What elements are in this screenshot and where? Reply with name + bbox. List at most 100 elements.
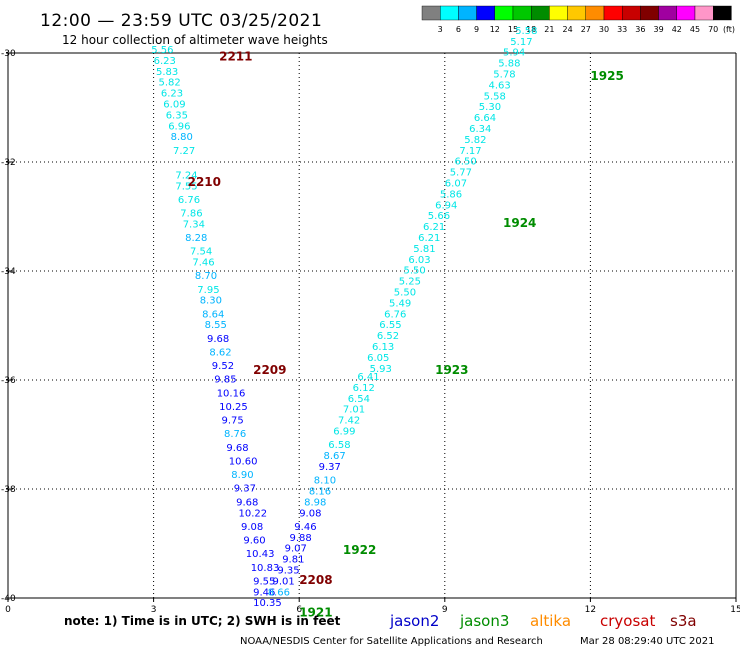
wave-height-value: 5.50 [404,266,426,277]
wave-height-value: 9.81 [282,555,304,566]
wave-height-value: 5.25 [399,277,421,288]
scale-swatch [440,5,459,21]
scale-swatch [676,5,696,21]
scale-swatch [640,5,659,21]
wave-height-value: 8.70 [195,271,217,282]
wave-height-value: 9.46 [253,587,275,598]
satellite-legend: jason2 jason3 altika cryosat s3a [389,612,697,630]
pass-label-2209: 2209 [253,363,286,377]
wave-height-value: 7.01 [343,405,365,416]
wave-height-value: 5.86 [440,189,462,200]
wave-height-value: 9.52 [212,361,234,372]
y-tick-label: -32 [1,158,16,168]
wave-height-value: 6.21 [418,233,440,244]
scale-label: 15 [508,25,518,34]
wave-height-value: 5.88 [498,59,520,70]
track-1924: 5.666.945.866.075.776.507.175.826.346.64… [428,80,511,222]
wave-height-value: 5.56 [151,45,173,56]
wave-height-value: 8.28 [185,233,207,244]
track-1922: 9.378.676.58 6.997.427.016.546.126.41 6.05 [319,353,390,473]
pass-label-1925: 1925 [590,69,623,83]
wave-height-value: 8.16 [309,487,331,498]
wave-height-value: 7.34 [183,219,205,230]
wave-height-value: 7.24 [175,170,197,181]
wave-height-value: 6.03 [408,255,430,266]
scale-label: 21 [544,25,554,34]
wave-height-value: 8.80 [171,132,193,143]
track-2208: 8.669.019.359.81 [268,555,305,599]
wave-height-value: 7.46 [192,258,214,269]
wave-height-value: 6.12 [353,383,375,394]
y-tick-label: -40 [1,594,16,604]
x-tick-label: 0 [5,605,11,615]
pass-label-2210: 2210 [188,175,221,189]
footer-credit: NOAA/NESDIS Center for Satellite Applica… [240,636,543,647]
wave-height-value: 6.55 [379,320,401,331]
scale-swatch [713,5,732,21]
scale-label: 70 [708,25,718,34]
color-scale: 3 6 9 12 15 18 21 24 27 30 33 36 39 42 45 70 (ft) [421,5,735,34]
scale-label: 6 [456,25,461,34]
pass-label-2208: 2208 [299,573,332,587]
wave-height-value: 5.30 [479,102,501,113]
wave-height-value: 5.50 [394,288,416,299]
scale-label: 33 [617,25,627,34]
wave-height-value: 9.68 [226,443,248,454]
pass-label-1924: 1924 [503,216,536,230]
page-title: 12:00 — 23:59 UTC 03/25/2021 [40,11,322,31]
wave-height-value: 8.67 [324,451,346,462]
wave-height-value: 6.52 [377,331,399,342]
wave-height-value: 6.64 [474,113,496,124]
wave-height-value: 10.43 [246,549,275,560]
wave-height-value: 7.27 [173,146,195,157]
wave-height-value: 5.66 [428,211,450,222]
pass-label-1923: 1923 [435,363,468,377]
wave-height-value: 7.42 [338,416,360,427]
scale-label: 12 [490,25,500,34]
wave-height-value: 9.75 [222,416,244,427]
wave-height-value: 6.76 [178,195,200,206]
y-tick-label: -30 [1,49,16,59]
wave-height-value: 9.07 [285,544,307,555]
wave-height-value: 6.58 [328,440,350,451]
wave-height-value: 10.60 [229,457,258,468]
wave-height-value: 9.01 [273,576,295,587]
footer-timestamp: Mar 28 08:29:40 UTC 2021 [580,636,715,647]
wave-height-value: 8.90 [231,470,253,481]
wave-height-value: 5.83 [156,67,178,78]
wave-height-value: 9.46 [294,522,316,533]
wave-height-value: 9.68 [207,334,229,345]
wave-height-value: 9.88 [290,533,312,544]
wave-height-value: 8.10 [314,476,336,487]
wave-height-value: 8.62 [209,348,231,359]
scale-label: 18 [526,25,536,34]
wave-height-value: 6.21 [423,222,445,233]
scale-swatch [512,5,532,21]
track-1925: 5.785.885.945.175.58 [493,26,537,81]
track-2211: 5.566.235.835.826.236.096.356.968.807.27 [151,45,195,157]
wave-height-value: 6.23 [154,56,176,67]
wave-height-value: 6.54 [348,394,370,405]
wave-height-value: 6.34 [469,124,491,135]
scale-swatch [585,5,605,21]
wave-height-value: 4.63 [489,80,511,91]
wave-height-value: 9.35 [277,566,299,577]
x-tick-label: 9 [442,605,448,615]
x-tick-label: 15 [730,605,740,615]
wave-height-value: 10.35 [253,598,282,609]
wave-height-value: 9.68 [236,497,258,508]
wave-height-value: 5.78 [493,70,515,81]
wave-height-value: 5.58 [484,91,506,102]
wave-height-value: 5.17 [510,37,532,48]
wave-height-value: 6.96 [168,121,190,132]
scale-label: 36 [635,25,645,34]
scale-swatch [603,5,623,21]
scale-swatch [694,5,714,21]
wave-height-value: 5.81 [413,244,435,255]
scale-swatch [622,5,641,21]
wave-height-value: 9.37 [319,462,341,473]
wave-height-value: 5.94 [503,48,525,59]
track-2210: 7.247.55 6.76 7.867.34 8.28 7.547.46 8.70 7.95… [175,170,231,358]
pass-label-1922: 1922 [343,543,376,557]
